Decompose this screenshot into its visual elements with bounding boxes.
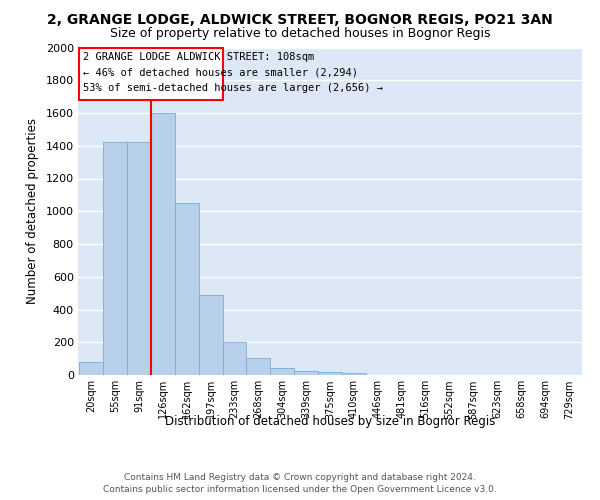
Bar (294, 371, 318, 375)
Bar (270, 368, 294, 375)
Text: Contains HM Land Registry data © Crown copyright and database right 2024.: Contains HM Land Registry data © Crown c… (124, 472, 476, 482)
Text: Distribution of detached houses by size in Bognor Regis: Distribution of detached houses by size … (165, 415, 495, 428)
Text: 2 GRANGE LODGE ALDWICK STREET: 108sqm: 2 GRANGE LODGE ALDWICK STREET: 108sqm (83, 52, 314, 62)
Bar (79, 362, 103, 375)
Bar (151, 113, 175, 375)
Bar (318, 372, 342, 375)
Text: Contains public sector information licensed under the Open Government Licence v3: Contains public sector information licen… (103, 485, 497, 494)
Bar (342, 372, 366, 375)
Bar (103, 142, 127, 375)
Text: ← 46% of detached houses are smaller (2,294): ← 46% of detached houses are smaller (2,… (83, 68, 358, 78)
Bar (247, 358, 270, 375)
Bar (223, 342, 247, 375)
Text: Size of property relative to detached houses in Bognor Regis: Size of property relative to detached ho… (110, 28, 490, 40)
Bar (199, 295, 223, 375)
Text: 53% of semi-detached houses are larger (2,656) →: 53% of semi-detached houses are larger (… (83, 84, 383, 94)
Y-axis label: Number of detached properties: Number of detached properties (26, 118, 39, 304)
Bar (175, 203, 199, 375)
FancyBboxPatch shape (79, 48, 223, 100)
Text: 2, GRANGE LODGE, ALDWICK STREET, BOGNOR REGIS, PO21 3AN: 2, GRANGE LODGE, ALDWICK STREET, BOGNOR … (47, 12, 553, 26)
Bar (127, 142, 151, 375)
